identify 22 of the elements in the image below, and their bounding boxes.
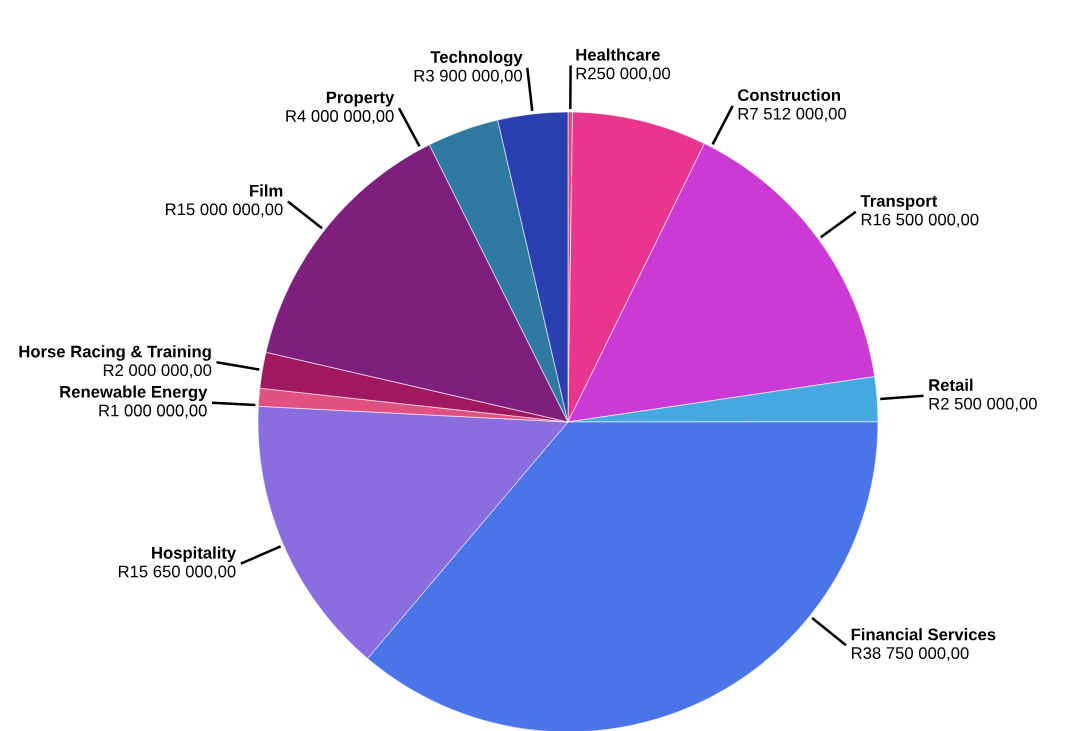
slice-label: Horse Racing & Training	[19, 345, 211, 361]
data-label: R38 750 000,00	[852, 647, 969, 661]
slice-label: Property	[326, 91, 395, 107]
data-label: R4 000 000,00	[286, 110, 394, 124]
data-label: R1 000 000,00	[99, 404, 207, 419]
slice-label: Healthcare	[576, 48, 660, 61]
data-label: R7 512 000,00	[738, 107, 847, 122]
data-label: R2 500 000,00	[929, 397, 1037, 412]
slice-label: Hospitality	[152, 546, 237, 563]
data-label: R15 000 000,00	[166, 203, 283, 218]
slice-label: Transport	[860, 195, 938, 211]
slice-label: Financial Services	[851, 628, 996, 641]
slice-label: Film	[250, 184, 283, 197]
slice-label: Renewable Energy	[60, 385, 208, 402]
data-label: R2 000 000,00	[103, 364, 212, 379]
data-label: R250 000,00	[576, 67, 671, 82]
data-label: R15 650 000,00	[118, 565, 236, 580]
slice-label: Technology	[430, 50, 523, 67]
slice-label: Construction	[738, 88, 840, 101]
data-label: R16 500 000,00	[861, 213, 979, 228]
slice-label: Retail	[929, 378, 973, 391]
data-label: R3 900 000,00	[414, 69, 522, 84]
